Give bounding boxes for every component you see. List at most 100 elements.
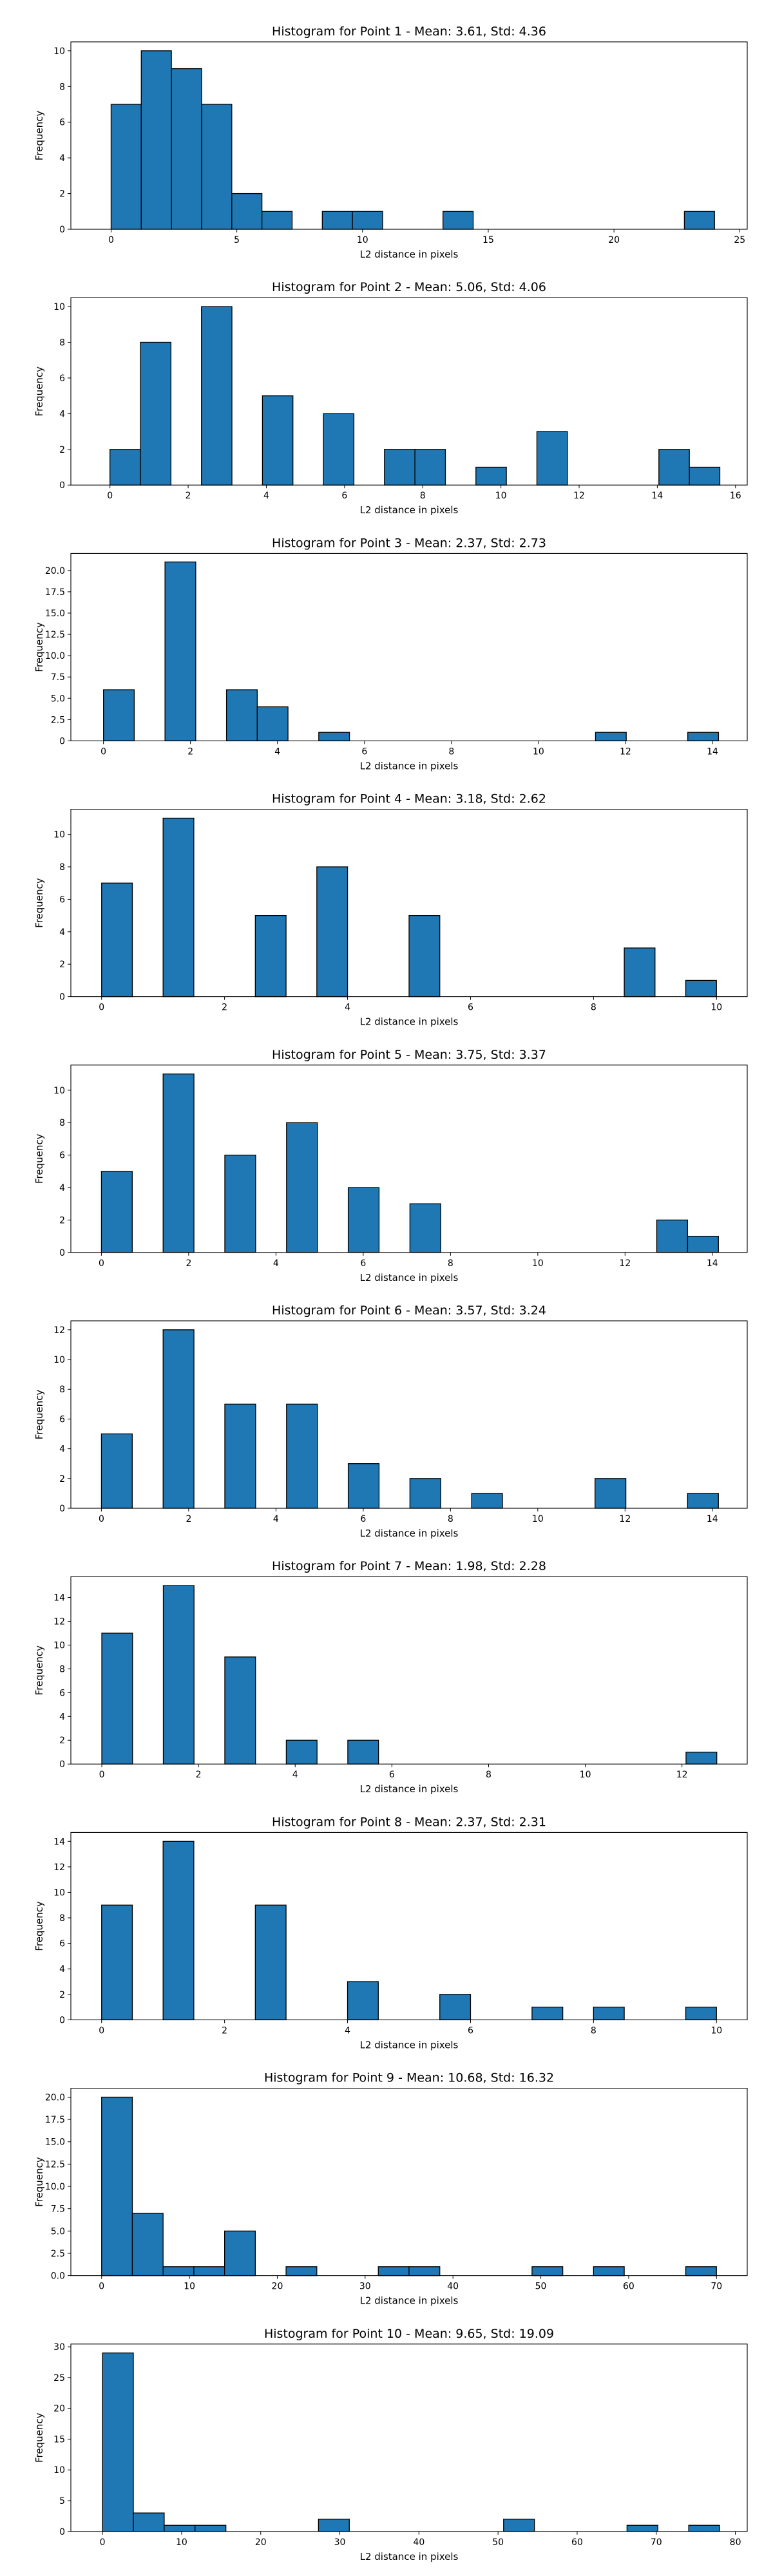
y-tick-label: 2.5	[51, 2249, 65, 2259]
y-tick-label: 20.0	[45, 566, 65, 576]
y-tick-label: 10	[53, 46, 65, 57]
x-tick-label: 2	[222, 1003, 227, 1013]
histogram-bar	[100, 1171, 133, 1253]
x-tick-label: 20	[255, 2537, 267, 2548]
x-tick-label: 4	[345, 2025, 350, 2036]
histogram-bar	[225, 689, 258, 742]
histogram-bar	[688, 2524, 720, 2532]
x-tick-label: 0	[99, 1770, 105, 1780]
x-tick-label: 10	[532, 1258, 544, 1269]
chart-title: Histogram for Point 3 - Mean: 2.37, Std:…	[272, 536, 546, 550]
x-tick-label: 10	[532, 1514, 544, 1524]
histogram-bar	[101, 2096, 133, 2277]
histogram-panel-5: Histogram for Point 5 - Mean: 3.75, Std:…	[33, 1048, 748, 1283]
y-tick-label: 2	[59, 1474, 65, 1484]
y-tick-label: 2	[59, 445, 65, 455]
histogram-bar	[262, 211, 293, 230]
chart-title: Histogram for Point 9 - Mean: 10.68, Std…	[264, 2071, 554, 2085]
x-axis-label: L2 distance in pixels	[360, 760, 459, 772]
y-tick-label: 2	[59, 960, 65, 970]
histogram-bar	[687, 1493, 719, 1509]
y-tick-label: 4	[59, 1444, 65, 1455]
x-tick-label: 10	[580, 1770, 591, 1780]
histogram-bar	[595, 1478, 627, 1509]
y-tick-label: 4	[59, 927, 65, 938]
chart-title: Histogram for Point 10 - Mean: 9.65, Std…	[264, 2327, 554, 2341]
x-tick-label: 20	[272, 2282, 283, 2292]
histogram-bar	[262, 395, 294, 486]
y-axis-label: Frequency	[33, 111, 45, 161]
axes-frame	[70, 1320, 748, 1509]
histogram-bar	[231, 193, 263, 230]
histogram-bar	[323, 413, 355, 486]
axes-frame	[70, 297, 748, 486]
histogram-bar	[683, 211, 715, 230]
histogram-bar	[471, 1493, 503, 1509]
x-tick-label: 10	[176, 2537, 187, 2548]
y-tick-label: 5	[59, 2496, 65, 2506]
histogram-bar	[347, 1981, 379, 2021]
y-tick-label: 6	[59, 895, 65, 905]
y-tick-label: 4	[59, 1964, 65, 1975]
histogram-bar	[687, 732, 720, 742]
x-tick-label: 12	[619, 1514, 631, 1524]
x-tick-label: 50	[492, 2537, 504, 2548]
x-tick-label: 8	[420, 491, 426, 501]
x-axis-label: L2 distance in pixels	[360, 1528, 459, 1539]
histogram-bar	[224, 1154, 256, 1253]
x-tick-label: 4	[292, 1770, 298, 1780]
y-tick-label: 4	[59, 1712, 65, 1722]
histogram-bar	[347, 1463, 380, 1509]
histogram-bar	[658, 449, 690, 486]
histogram-panel-10: Histogram for Point 10 - Mean: 9.65, Std…	[33, 2327, 748, 2562]
histogram-bar	[201, 104, 233, 230]
histogram-bar	[409, 1203, 441, 1253]
x-axis-label: L2 distance in pixels	[360, 249, 459, 260]
histogram-bar	[531, 2006, 564, 2021]
chart-title: Histogram for Point 5 - Mean: 3.75, Std:…	[272, 1048, 546, 1062]
histogram-bar	[256, 706, 289, 742]
y-tick-label: 10.0	[45, 651, 65, 661]
y-tick-label: 8	[59, 1913, 65, 1924]
x-tick-label: 6	[360, 1258, 366, 1269]
x-tick-label: 40	[413, 2537, 425, 2548]
x-tick-label: 80	[730, 2537, 741, 2548]
axes-frame	[70, 553, 748, 741]
x-tick-label: 8	[448, 1514, 453, 1524]
y-tick-label: 12	[53, 1616, 65, 1627]
histogram-bar	[140, 50, 172, 230]
x-tick-label: 2	[196, 1770, 202, 1780]
y-tick-label: 10	[53, 2465, 65, 2476]
y-tick-label: 10	[53, 830, 65, 840]
histogram-bar	[475, 466, 507, 486]
x-tick-label: 0	[99, 1514, 104, 1524]
x-tick-label: 8	[486, 1770, 491, 1780]
histogram-bar	[316, 866, 348, 998]
x-tick-label: 70	[711, 2282, 722, 2292]
y-tick-label: 0	[59, 992, 65, 1003]
histogram-bar	[164, 561, 196, 742]
histogram-bar	[110, 104, 142, 230]
histogram-bar	[110, 449, 141, 486]
chart-title: Histogram for Point 1 - Mean: 3.61, Std:…	[272, 24, 546, 39]
x-tick-label: 6	[468, 1003, 473, 1013]
x-tick-label: 4	[273, 1514, 279, 1524]
chart-title: Histogram for Point 7 - Mean: 1.98, Std:…	[272, 1559, 546, 1573]
histogram-bar	[164, 2524, 196, 2532]
x-tick-label: 10	[184, 2282, 195, 2292]
x-tick-label: 16	[730, 491, 741, 501]
x-tick-label: 60	[571, 2537, 583, 2548]
histogram-bar	[224, 1403, 256, 1509]
x-tick-label: 12	[620, 746, 631, 757]
x-tick-label: 50	[535, 2282, 547, 2292]
histogram-bar	[685, 980, 717, 998]
x-tick-label: 0	[107, 491, 113, 501]
histogram-bar	[133, 2512, 165, 2532]
y-tick-label: 30	[53, 2342, 65, 2353]
histogram-bar	[224, 2230, 256, 2277]
y-tick-label: 5.0	[51, 694, 65, 704]
x-tick-label: 4	[273, 1258, 279, 1269]
histogram-bar	[536, 431, 568, 486]
x-axis-label: L2 distance in pixels	[360, 504, 459, 516]
x-axis-label: L2 distance in pixels	[360, 2295, 459, 2307]
